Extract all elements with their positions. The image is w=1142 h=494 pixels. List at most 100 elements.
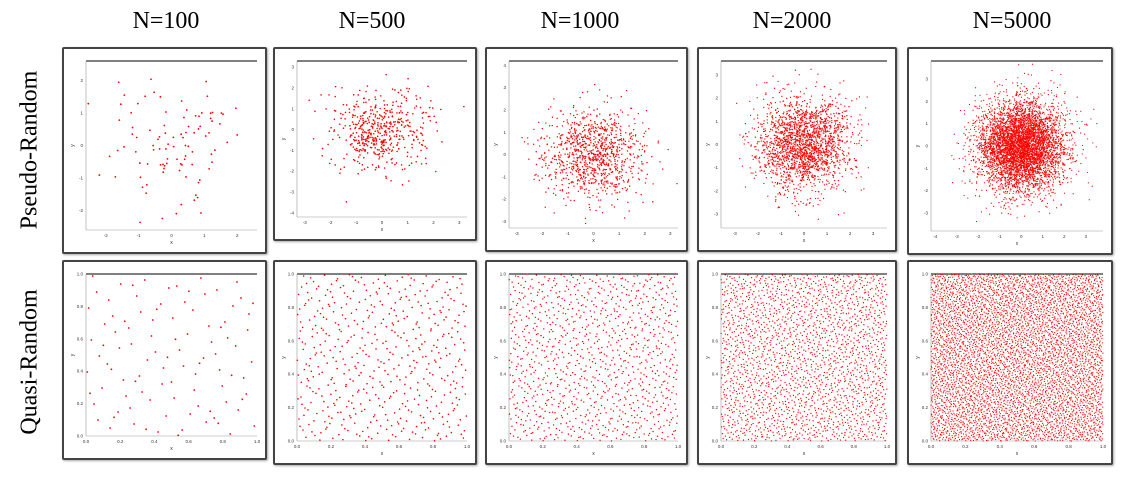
data-point	[362, 141, 364, 144]
y-tick-label: -1	[502, 174, 506, 179]
data-point	[965, 128, 967, 131]
data-point	[593, 135, 595, 138]
data-point	[829, 128, 831, 130]
data-point	[161, 217, 164, 220]
data-point	[362, 101, 365, 104]
data-point	[577, 136, 579, 138]
data-point	[781, 144, 783, 146]
data-point	[604, 126, 606, 128]
data-point	[1035, 100, 1038, 102]
data-point	[583, 161, 586, 164]
data-point	[816, 109, 818, 112]
data-point	[1026, 174, 1028, 176]
data-point	[809, 156, 811, 158]
data-point	[395, 135, 398, 138]
data-point	[792, 162, 794, 164]
data-point	[800, 129, 802, 131]
data-point	[577, 156, 580, 159]
data-point	[779, 193, 782, 196]
data-point	[783, 116, 785, 118]
data-point	[615, 176, 617, 178]
data-point	[789, 139, 791, 141]
data-point	[626, 150, 629, 152]
data-point	[833, 115, 836, 117]
data-point	[790, 137, 793, 139]
data-point	[802, 146, 804, 148]
data-point	[413, 131, 416, 134]
data-point	[798, 152, 800, 154]
data-point	[584, 147, 586, 149]
data-point	[802, 100, 804, 103]
data-point	[558, 158, 560, 160]
data-point	[999, 172, 1001, 174]
data-point	[375, 143, 378, 145]
data-point	[807, 148, 809, 150]
data-point	[388, 148, 391, 151]
data-point	[362, 117, 364, 120]
data-point	[811, 131, 813, 134]
data-point	[357, 105, 360, 108]
data-point	[800, 114, 802, 116]
y-tick-label: 0	[80, 143, 83, 148]
data-point	[799, 172, 801, 174]
data-point	[180, 203, 183, 206]
data-point	[415, 98, 418, 101]
data-point	[758, 160, 760, 162]
data-point	[584, 189, 586, 191]
data-point	[564, 141, 567, 144]
data-point	[802, 171, 804, 173]
data-point	[572, 132, 574, 135]
data-point	[835, 188, 838, 190]
data-point	[794, 134, 797, 136]
data-point	[405, 113, 408, 116]
data-point	[588, 132, 590, 134]
data-point	[797, 152, 799, 155]
data-point	[841, 111, 843, 114]
data-point	[602, 141, 604, 144]
data-point	[771, 142, 773, 145]
data-point	[603, 101, 605, 103]
data-point	[747, 141, 749, 144]
data-point	[835, 105, 837, 107]
data-point	[771, 172, 773, 174]
data-point	[1028, 105, 1030, 107]
data-point	[813, 179, 815, 181]
data-point	[773, 137, 776, 140]
data-point	[772, 153, 774, 155]
data-point	[1054, 130, 1056, 132]
data-point	[772, 146, 775, 148]
x-tick-label: -2	[104, 233, 108, 238]
data-point	[559, 144, 562, 146]
data-point	[804, 136, 806, 139]
data-point	[616, 147, 619, 149]
data-point	[608, 134, 611, 137]
data-point	[611, 127, 614, 129]
data-point	[820, 117, 822, 119]
data-point	[803, 148, 805, 150]
data-point	[773, 153, 776, 155]
data-point	[787, 123, 789, 125]
data-point	[828, 173, 830, 175]
data-point	[629, 137, 632, 140]
data-point	[755, 157, 757, 159]
data-point	[358, 162, 361, 165]
data-point	[611, 148, 613, 151]
data-point	[628, 166, 630, 168]
x-tick-label: 3	[669, 231, 672, 236]
data-point	[374, 114, 377, 116]
data-point	[807, 168, 809, 171]
data-point	[236, 134, 239, 136]
data-point	[1019, 90, 1022, 93]
data-point	[836, 159, 838, 162]
data-point	[779, 137, 781, 139]
data-point	[805, 165, 807, 167]
data-point	[786, 97, 788, 99]
data-point	[804, 122, 806, 125]
data-point	[362, 138, 365, 141]
data-point	[589, 133, 591, 135]
data-point	[580, 144, 583, 147]
data-point	[783, 194, 785, 196]
data-point	[375, 140, 377, 143]
data-point	[372, 113, 375, 115]
data-point	[783, 150, 785, 153]
